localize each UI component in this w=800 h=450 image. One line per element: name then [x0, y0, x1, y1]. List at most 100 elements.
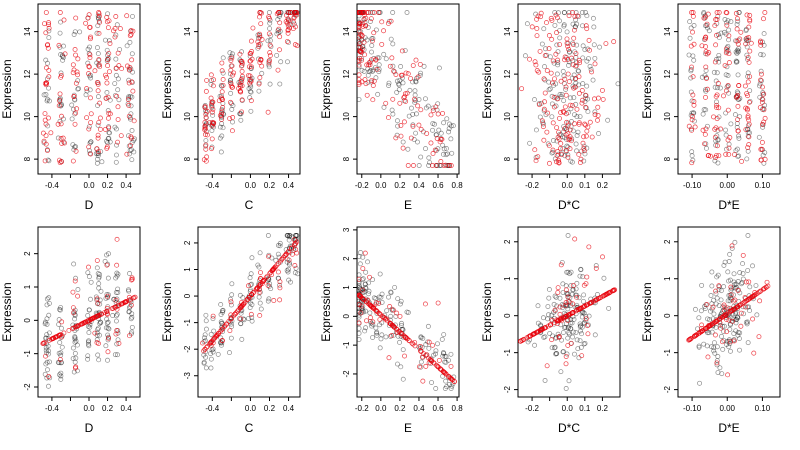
data-point-black: [129, 157, 135, 163]
data-point-black: [551, 301, 557, 307]
data-point-red: [73, 324, 79, 330]
x-axis-label: D: [85, 198, 94, 212]
data-point-black: [363, 269, 369, 275]
data-point-black: [229, 292, 235, 298]
data-point-red: [220, 105, 226, 110]
data-point-red: [211, 77, 217, 83]
data-point-red: [266, 31, 272, 37]
y-tick-label: 1: [503, 276, 512, 281]
data-point-red: [219, 96, 225, 102]
data-point-black: [567, 49, 572, 55]
data-point-red: [556, 317, 562, 323]
data-point-black: [554, 71, 560, 77]
data-point-black: [400, 347, 406, 353]
data-point-black: [57, 307, 63, 313]
data-point-black: [96, 16, 102, 22]
data-point-red: [71, 94, 77, 99]
data-point-red: [106, 51, 112, 56]
data-point-red: [258, 57, 264, 63]
data-point-black: [70, 356, 76, 361]
data-point-black: [561, 325, 567, 331]
data-point-red: [266, 60, 272, 66]
data-point-black: [597, 44, 603, 50]
x-tick-label: 0.0: [375, 181, 387, 190]
data-point-red: [289, 245, 294, 251]
x-tick-label: 0.0: [562, 181, 574, 190]
data-point-red: [729, 243, 735, 249]
data-point-black: [130, 13, 135, 19]
data-point-red: [203, 115, 209, 121]
data-point-red: [94, 258, 100, 264]
data-point-black: [734, 124, 740, 130]
data-point-red: [219, 60, 225, 66]
data-point-red: [723, 88, 729, 94]
x-axis-label: D*E: [718, 421, 739, 435]
data-point-red: [239, 109, 244, 115]
data-point-black: [569, 291, 575, 297]
data-point-red: [88, 120, 94, 125]
data-point-red: [357, 293, 363, 299]
data-point-red: [248, 98, 254, 104]
x-tick-label: -0.2: [525, 181, 539, 190]
data-point-black: [727, 311, 733, 317]
data-point-black: [573, 17, 579, 23]
data-point-black: [576, 355, 582, 361]
data-point-black: [435, 163, 440, 168]
data-point-black: [392, 69, 398, 75]
data-point-black: [85, 46, 91, 52]
data-point-black: [44, 302, 50, 308]
data-point-red: [257, 31, 262, 37]
data-point-black: [388, 333, 393, 339]
data-point-black: [729, 296, 735, 302]
data-point-red: [290, 26, 296, 32]
data-point-red: [256, 81, 262, 87]
data-point-red: [387, 63, 393, 69]
data-point-black: [227, 50, 233, 56]
data-point-red: [130, 295, 136, 301]
data-point-black: [363, 284, 368, 290]
data-point-black: [127, 39, 133, 45]
data-point-black: [278, 59, 284, 65]
data-point-black: [396, 81, 402, 87]
data-point-red: [267, 42, 273, 48]
data-point-red: [119, 301, 125, 307]
x-tick-label: 0.1: [579, 404, 591, 413]
data-point-red: [745, 115, 751, 121]
data-point-red: [572, 84, 578, 90]
data-point-red: [725, 107, 731, 113]
data-point-red: [724, 22, 730, 28]
data-point-black: [443, 359, 449, 365]
data-point-black: [366, 69, 372, 75]
data-point-red: [562, 54, 568, 60]
data-point-red: [446, 373, 452, 379]
y-tick-label: 12: [23, 69, 32, 78]
data-point-red: [58, 121, 64, 127]
data-point-black: [689, 98, 695, 104]
data-point-black: [569, 320, 575, 326]
data-point-black: [377, 10, 383, 15]
x-tick-label: 0.6: [432, 181, 444, 190]
data-point-black: [73, 144, 79, 150]
data-point-red: [403, 334, 409, 340]
data-point-red: [750, 316, 756, 322]
data-point-red: [94, 340, 100, 346]
data-point-black: [115, 87, 121, 93]
data-point-black: [563, 321, 569, 327]
data-point-black: [704, 343, 710, 349]
data-point-black: [563, 386, 569, 391]
data-point-black: [714, 85, 720, 91]
data-point-black: [569, 75, 575, 81]
y-tick-label: -1: [342, 341, 351, 349]
data-point-black: [698, 308, 704, 314]
data-point-black: [440, 353, 446, 359]
data-point-red: [548, 70, 554, 76]
data-point-black: [388, 289, 394, 295]
data-point-black: [573, 292, 579, 298]
data-point-black: [112, 352, 118, 358]
data-point-red: [43, 10, 49, 15]
data-point-red: [545, 110, 551, 116]
data-point-red: [104, 262, 110, 268]
data-point-red: [759, 71, 764, 77]
data-point-black: [581, 292, 587, 298]
data-point-black: [724, 338, 730, 344]
